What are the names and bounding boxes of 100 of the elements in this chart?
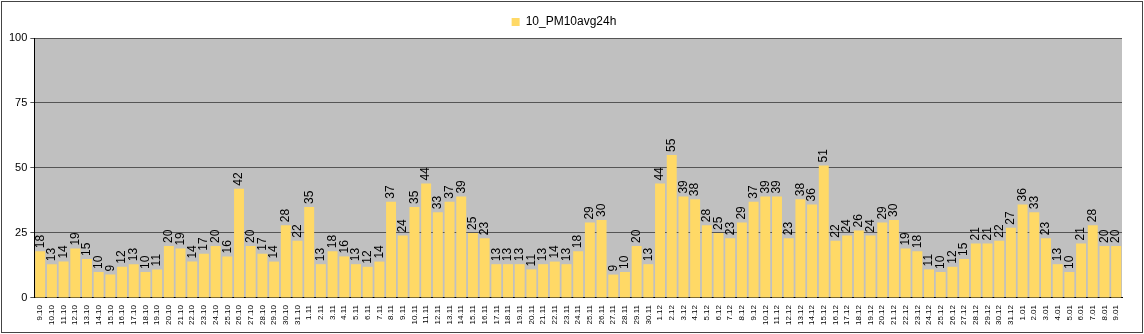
bar: [432, 212, 443, 298]
x-tick-label: 7.01: [1087, 304, 1097, 321]
x-tick-label: 1.11: [304, 304, 314, 320]
x-tick-label: 3.11: [327, 304, 337, 320]
bar: [842, 235, 853, 298]
x-tick-label: 9.01: [1111, 304, 1121, 321]
data-label: 44: [418, 166, 433, 181]
data-label: 13: [488, 247, 503, 262]
x-tick-label: 22.10: [187, 304, 197, 326]
bar: [315, 264, 326, 298]
x-tick-label: 9.12: [748, 304, 758, 321]
bar: [772, 196, 782, 298]
data-label: 15: [956, 242, 971, 256]
data-label: 23: [722, 221, 737, 236]
x-tick-label: 12.12: [783, 304, 793, 326]
bar: [549, 261, 560, 298]
data-label: 13: [1049, 247, 1064, 262]
data-label: 44: [652, 166, 667, 181]
x-tick-label: 11.10: [58, 304, 68, 325]
data-label: 28: [278, 208, 293, 223]
data-label: 9: [102, 264, 117, 272]
bar: [713, 232, 724, 298]
data-label: 9: [605, 264, 620, 272]
x-tick-label: 6.11: [362, 304, 372, 320]
x-tick-label: 16.12: [830, 304, 840, 326]
y-tick-label: 0: [21, 291, 28, 304]
x-tick-label: 2.11: [316, 304, 326, 320]
x-tick-label: 24.10: [210, 304, 220, 326]
data-label: 37: [745, 185, 760, 199]
x-tick-label: 20.10: [164, 304, 174, 326]
bar: [351, 264, 361, 298]
bar: [304, 206, 315, 298]
x-tick-label: 17.10: [128, 304, 138, 326]
x-tick-label: 13.12: [795, 304, 805, 326]
bar: [690, 199, 701, 298]
data-label: 11: [149, 253, 164, 267]
x-tick-label: 3.12: [678, 304, 688, 321]
x-tick-label: 10.11: [409, 304, 419, 325]
data-label: 36: [1014, 187, 1029, 202]
data-label: 23: [1038, 221, 1053, 236]
x-tick-label: 23.11: [561, 304, 571, 325]
data-label: 23: [781, 221, 795, 236]
x-tick-label: 8.11: [386, 304, 396, 320]
x-tick-label: 15.11: [468, 304, 478, 325]
x-tick-label: 8.12: [737, 304, 747, 321]
data-label: 30: [886, 203, 901, 217]
x-tick-label: 28.10: [257, 304, 267, 326]
data-label: 21: [1073, 226, 1088, 241]
x-tick-label: 18.10: [140, 304, 150, 326]
x-tick-label: 30.11: [643, 304, 653, 325]
data-label: 20: [628, 229, 643, 243]
data-label: 12: [114, 250, 129, 264]
x-tick-label: 4.01: [1052, 304, 1062, 321]
x-tick-label: 5.11: [351, 304, 361, 320]
bar: [35, 251, 46, 298]
x-tick-label: 5.12: [702, 304, 712, 321]
data-label: 16: [219, 239, 234, 254]
x-tick-label: 29.11: [631, 304, 641, 325]
data-label: 20: [1096, 229, 1111, 243]
x-tick-label: 18.11: [503, 304, 513, 325]
data-label: 13: [313, 247, 328, 262]
data-label: 14: [371, 244, 386, 259]
x-tick-label: 7.12: [725, 304, 735, 321]
bar: [46, 264, 57, 298]
data-label: 28: [1085, 208, 1100, 223]
x-tick-label: 30.12: [994, 304, 1004, 326]
data-label: 39: [757, 179, 772, 194]
x-tick-label: 12.11: [433, 304, 443, 325]
x-tick-label: 26.12: [947, 304, 957, 326]
x-tick-label: 14.10: [93, 304, 103, 326]
data-label: 20: [1108, 229, 1123, 243]
x-tick-label: 18.12: [854, 304, 864, 326]
x-tick-label: 31.10: [292, 304, 302, 326]
data-label: 39: [675, 179, 690, 194]
x-tick-label: 26.10: [234, 304, 244, 326]
data-label: 38: [792, 182, 807, 197]
x-tick-label: 22.12: [900, 304, 910, 326]
data-label: 10: [617, 255, 632, 269]
bar: [807, 204, 818, 298]
bar: [198, 253, 209, 298]
x-tick-label: 29.10: [269, 304, 279, 326]
x-tick-label: 31.12: [1006, 304, 1016, 326]
x-tick-label: 23.12: [912, 304, 922, 326]
y-tick-label: 75: [15, 96, 28, 109]
bar: [163, 245, 174, 298]
x-tick-label: 19.12: [865, 304, 875, 326]
bar: [467, 232, 478, 298]
x-tick-label: 24.11: [573, 304, 583, 325]
data-label: 35: [301, 190, 316, 204]
data-label: 39: [453, 179, 468, 194]
x-tick-label: 15.10: [105, 304, 115, 326]
x-tick-label: 24.12: [924, 304, 934, 326]
x-tick-label: 9.10: [35, 304, 45, 321]
x-tick-label: 27.11: [608, 304, 618, 325]
data-label: 24: [839, 218, 854, 233]
x-tick-label: 23.10: [199, 304, 209, 326]
bar: [386, 201, 397, 298]
x-tick-label: 1.12: [655, 304, 665, 321]
x-tick-label: 22.11: [549, 304, 559, 325]
x-tick-label: 14.11: [456, 304, 466, 325]
